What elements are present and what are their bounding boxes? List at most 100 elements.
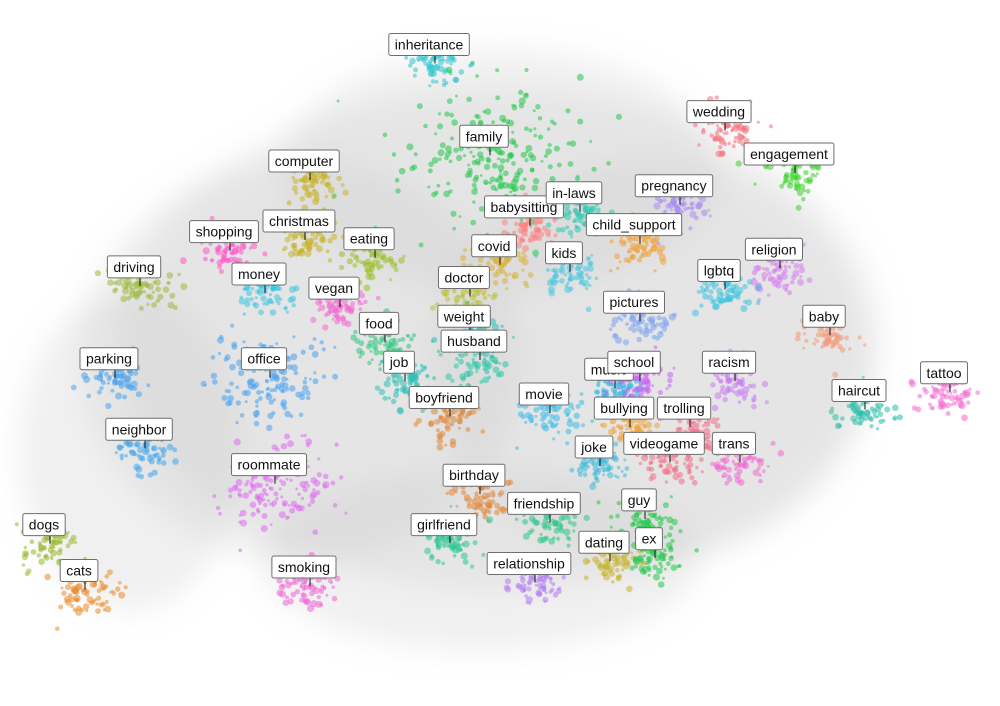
cluster-point: [648, 249, 653, 254]
cluster-point: [618, 260, 622, 264]
cluster-point: [537, 576, 543, 583]
cluster-point: [169, 292, 176, 299]
cluster-point: [340, 183, 345, 187]
cluster-point: [463, 351, 469, 357]
cluster-point: [44, 573, 51, 581]
cluster-point: [437, 149, 445, 157]
label-text: inheritance: [395, 37, 464, 53]
cluster-point: [534, 254, 538, 258]
cluster-point: [568, 286, 574, 292]
cluster-point: [502, 170, 509, 177]
cluster-point: [290, 500, 298, 508]
cluster-point: [297, 492, 301, 496]
cluster-point: [453, 363, 459, 369]
cluster-point: [529, 225, 533, 229]
cluster-point: [638, 566, 645, 572]
cluster-point: [606, 161, 611, 166]
cluster-point: [96, 588, 102, 593]
cluster-point: [378, 367, 382, 372]
cluster-point: [726, 281, 732, 287]
cluster-point: [588, 261, 593, 267]
cluster-point: [663, 468, 670, 475]
cluster-point: [398, 167, 406, 175]
cluster-point: [479, 174, 483, 177]
cluster-point: [524, 67, 529, 73]
cluster-point: [658, 561, 663, 566]
cluster-point: [708, 214, 712, 218]
cluster-point: [404, 55, 409, 60]
cluster-point: [249, 481, 254, 486]
cluster-point: [716, 417, 720, 421]
cluster-point: [260, 295, 267, 302]
cluster-point: [743, 299, 748, 304]
cluster-point: [239, 413, 245, 418]
cluster-point: [689, 428, 694, 432]
cluster-point: [474, 361, 482, 369]
cluster-point: [499, 506, 507, 514]
cluster-point: [948, 394, 956, 401]
cluster-point: [764, 400, 769, 405]
cluster-tattoo: [908, 368, 981, 422]
cluster-point: [766, 465, 770, 468]
cluster-point: [291, 175, 295, 180]
cluster-point: [306, 484, 311, 488]
cluster-point: [540, 585, 545, 589]
cluster-point: [378, 363, 382, 366]
cluster-point: [458, 548, 462, 552]
cluster-point: [450, 416, 458, 423]
cluster-point: [483, 501, 487, 505]
cluster-point: [352, 263, 358, 268]
cluster-point: [721, 457, 727, 462]
cluster-point: [831, 326, 836, 332]
cluster-point: [313, 235, 319, 240]
cluster-point: [777, 450, 785, 457]
cluster-point: [133, 370, 139, 376]
cluster-point: [617, 386, 621, 390]
cluster-point: [638, 387, 646, 395]
cluster-point: [235, 479, 243, 486]
cluster-point: [373, 346, 377, 350]
cluster-point: [118, 591, 126, 599]
cluster-point: [523, 588, 527, 592]
cluster-point: [565, 108, 571, 114]
cluster-point: [448, 150, 452, 154]
cluster-point: [409, 337, 414, 342]
cluster-point: [477, 151, 484, 158]
cluster-point: [651, 334, 657, 340]
cluster-point: [487, 293, 491, 297]
cluster-point: [281, 248, 285, 252]
cluster-point: [436, 432, 443, 439]
cluster-point: [633, 423, 641, 431]
cluster-point: [428, 59, 433, 64]
cluster-point: [142, 289, 147, 294]
cluster-point: [112, 288, 118, 294]
cluster-point: [933, 387, 938, 393]
cluster-point: [327, 578, 333, 584]
cluster-point: [768, 124, 773, 129]
cluster-point: [104, 599, 109, 604]
cluster-point: [29, 539, 35, 544]
cluster-point: [287, 504, 291, 507]
cluster-point: [228, 256, 235, 263]
cluster-point: [276, 301, 281, 306]
cluster-point: [273, 491, 279, 497]
cluster-point: [381, 255, 386, 260]
cluster-point: [38, 543, 43, 548]
cluster-point: [353, 254, 360, 261]
cluster-point: [287, 296, 294, 303]
cluster-point: [521, 251, 526, 256]
cluster-point: [382, 132, 388, 138]
cluster-point: [221, 395, 228, 401]
cluster-point: [482, 376, 490, 384]
cluster-point: [300, 496, 305, 501]
cluster-point: [576, 265, 582, 272]
cluster-point: [289, 507, 296, 514]
cluster-point: [162, 286, 170, 293]
cluster-point: [529, 528, 535, 533]
cluster-point: [489, 318, 497, 326]
cluster-point: [915, 406, 922, 413]
cluster-point: [707, 294, 714, 301]
cluster-point: [468, 497, 473, 502]
cluster-point: [394, 388, 400, 394]
